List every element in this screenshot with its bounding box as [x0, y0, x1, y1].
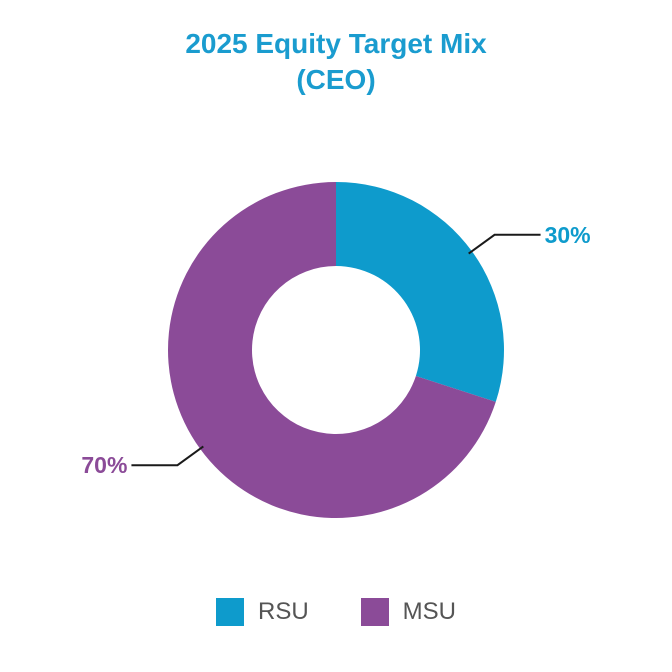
legend-swatch-rsu [215, 598, 244, 626]
chart-legend: RSU MSU [0, 598, 672, 626]
legend-item-msu: MSU [360, 598, 456, 626]
chart-title-line-2: (CEO) [296, 64, 376, 95]
data-label-msu: 70% [81, 452, 127, 478]
donut-slice-msu [168, 182, 496, 518]
legend-label-rsu: RSU [257, 598, 309, 625]
donut-slice-rsu [336, 182, 504, 402]
leader-line-rsu [468, 233, 541, 255]
legend-label-msu: MSU [402, 598, 456, 625]
chart-title: 2025 Equity Target Mix (CEO) [0, 26, 672, 98]
chart-title-line-1: 2025 Equity Target Mix [185, 28, 487, 59]
leader-line-msu [131, 445, 204, 467]
data-label-rsu: 30% [545, 222, 591, 248]
legend-item-rsu: RSU [215, 598, 309, 626]
legend-swatch-msu [360, 598, 389, 626]
